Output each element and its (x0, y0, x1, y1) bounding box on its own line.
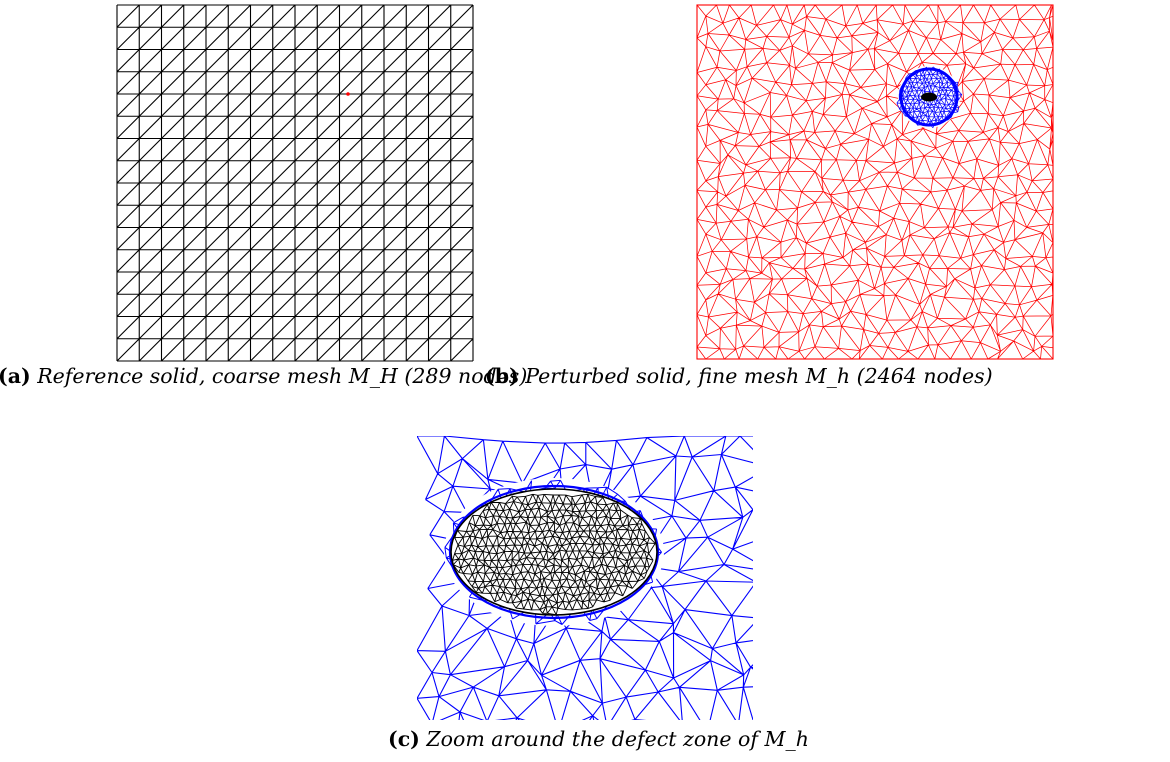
coarse-mesh-edges (116, 4, 474, 362)
zoom-mesh-plot (417, 436, 753, 720)
defect-location-marker (346, 92, 350, 96)
fine-mesh-plot (696, 4, 1054, 360)
caption-a: (a) Reference solid, coarse mesh M_H (28… (0, 364, 527, 388)
caption-a-tag: (a) (0, 364, 31, 388)
coarse-mesh-plot (116, 4, 474, 362)
defect-boundary (450, 488, 658, 616)
defect-core (921, 92, 937, 102)
zoom-defect-mesh (452, 493, 656, 616)
caption-b: (b) Perturbed solid, fine mesh M_h (2464… (485, 364, 993, 388)
fine-mesh-group (696, 4, 1054, 360)
caption-c-tag: (c) (388, 727, 420, 751)
fine-mesh-boundary (696, 4, 1054, 360)
caption-a-text: Reference solid, coarse mesh M_H (289 no… (37, 364, 528, 388)
zoom-defect-zone (444, 478, 664, 626)
coarse-mesh-panel (116, 4, 474, 362)
fine-mesh-edges (696, 4, 1054, 360)
zoom-mesh-panel (417, 436, 753, 720)
caption-c-text: Zoom around the defect zone of M_h (426, 727, 809, 751)
fine-mesh-panel (696, 4, 1054, 360)
caption-b-text: Perturbed solid, fine mesh M_h (2464 nod… (525, 364, 993, 388)
caption-b-tag: (b) (485, 364, 519, 388)
defect-zone (896, 66, 963, 129)
caption-c: (c) Zoom around the defect zone of M_h (388, 727, 809, 751)
